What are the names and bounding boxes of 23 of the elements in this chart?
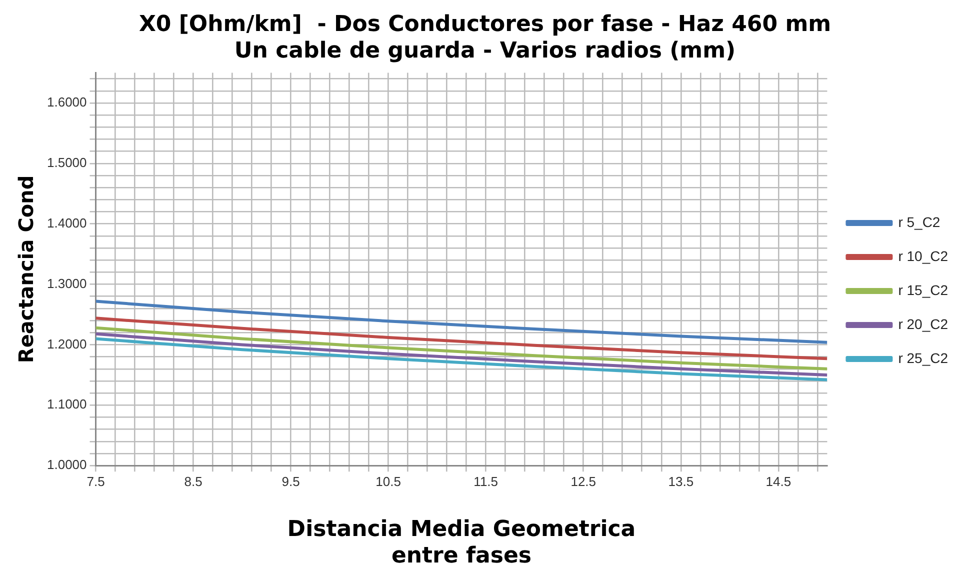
x-tick-label: 7.5	[86, 474, 105, 489]
x-tick-label: 14.5	[766, 474, 792, 489]
y-tick-label: 1.5000	[46, 155, 87, 170]
y-tick-label: 1.6000	[46, 94, 87, 110]
y-tick-label: 1.4000	[46, 215, 87, 230]
x-tick-label: 8.5	[184, 474, 202, 489]
legend-label: r 15_C2	[898, 282, 948, 298]
chart-title: X0 [Ohm/km] - Dos Conductores por fase - Haz 460 mm Un cable de guarda - Varios radios (mm)	[138, 12, 832, 64]
y-tick-label: 1.3000	[46, 276, 87, 291]
x-tick-label: 12.5	[570, 474, 596, 489]
y-axis-title: Reactancia Cond	[14, 175, 38, 364]
x-tick-label: 13.5	[668, 474, 694, 489]
x-tick-label: 10.5	[376, 474, 401, 489]
x-tick-label: 9.5	[282, 474, 300, 489]
legend-label: r 10_C2	[898, 248, 948, 264]
legend-label: r 5_C2	[898, 214, 940, 230]
y-tick-label: 1.2000	[46, 336, 87, 352]
y-tick-label: 1.0000	[46, 457, 87, 472]
x-axis-title: Distancia Media Geometrica entre fases	[287, 517, 636, 569]
legend-label: r 20_C2	[898, 316, 948, 332]
y-tick-label: 1.1000	[46, 396, 87, 412]
x-tick-label: 11.5	[474, 474, 498, 489]
legend-label: r 25_C2	[898, 350, 948, 366]
